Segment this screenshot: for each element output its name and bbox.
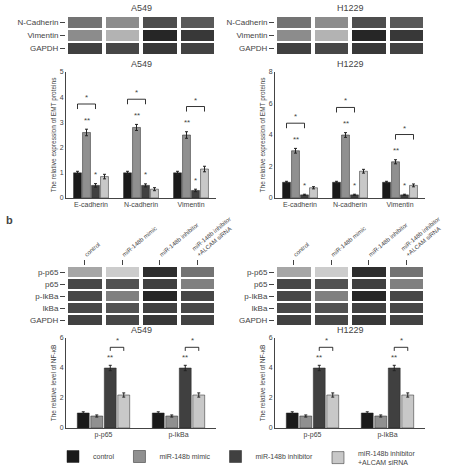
svg-text:*: * <box>344 96 347 105</box>
svg-text:0: 0 <box>269 194 273 201</box>
svg-text:*: * <box>94 170 97 179</box>
svg-text:**: ** <box>393 146 399 155</box>
svg-text:p-IkBa: p-IkBa <box>168 431 188 439</box>
svg-text:miR-148b inhibitor+ALCAM siRNA: miR-148b inhibitor+ALCAM siRNA <box>358 450 415 466</box>
svg-text:The relative expression of EMT: The relative expression of EMT proteins <box>50 77 58 193</box>
svg-text:**: ** <box>184 118 190 127</box>
svg-text:**: ** <box>316 353 322 362</box>
svg-text:2: 2 <box>60 144 64 151</box>
svg-text:miR-148b mimic: miR-148b mimic <box>330 225 367 257</box>
svg-text:*: * <box>303 181 306 190</box>
svg-text:p-p65: p-p65 <box>95 431 113 439</box>
svg-text:H1229: H1229 <box>337 3 364 13</box>
svg-text:6: 6 <box>269 100 273 107</box>
svg-text:p65: p65 <box>45 280 59 289</box>
svg-text:2: 2 <box>269 163 273 170</box>
svg-text:IkBa: IkBa <box>42 304 59 313</box>
svg-text:The relative level of NF-κB: The relative level of NF-κB <box>259 345 266 422</box>
svg-text:p-p65: p-p65 <box>38 268 59 277</box>
svg-text:control: control <box>292 241 310 257</box>
svg-text:6: 6 <box>60 334 64 341</box>
svg-text:b: b <box>6 214 13 226</box>
svg-text:miR-148b inhibitor+ALCAM siRNA: miR-148b inhibitor+ALCAM siRNA <box>400 216 446 258</box>
svg-text:miR-148b inhibitor+ALCAM siRNA: miR-148b inhibitor+ALCAM siRNA <box>191 216 237 258</box>
svg-text:0: 0 <box>60 194 64 201</box>
svg-text:**: ** <box>107 353 113 362</box>
svg-text:miR-148b inhibitor: miR-148b inhibitor <box>158 222 199 258</box>
svg-text:2: 2 <box>60 394 64 401</box>
svg-text:*: * <box>325 336 328 345</box>
svg-text:**: ** <box>391 353 397 362</box>
svg-text:**: ** <box>134 111 140 120</box>
svg-text:GAPDH: GAPDH <box>30 44 59 53</box>
svg-text:miR-148b mimic: miR-148b mimic <box>159 453 210 460</box>
svg-text:miR-148b inhibitor: miR-148b inhibitor <box>367 222 408 258</box>
svg-text:p65: p65 <box>254 280 268 289</box>
svg-text:N-cadherin: N-cadherin <box>333 201 367 208</box>
svg-text:*: * <box>194 176 197 185</box>
svg-text:0: 0 <box>269 424 273 431</box>
svg-text:8: 8 <box>269 68 273 75</box>
svg-text:H1229: H1229 <box>337 325 364 335</box>
svg-text:*: * <box>403 181 406 190</box>
svg-text:miR-148b mimic: miR-148b mimic <box>121 225 158 257</box>
svg-text:IkBa: IkBa <box>251 304 268 313</box>
svg-text:miR-148b inhibitor: miR-148b inhibitor <box>256 453 313 460</box>
svg-text:3: 3 <box>60 119 64 126</box>
svg-text:GAPDH: GAPDH <box>30 316 59 325</box>
svg-text:*: * <box>400 336 403 345</box>
svg-text:control: control <box>93 453 114 460</box>
svg-text:0: 0 <box>60 424 64 431</box>
svg-text:4: 4 <box>60 364 64 371</box>
svg-text:A549: A549 <box>131 59 152 69</box>
svg-text:2: 2 <box>269 394 273 401</box>
svg-text:Vimentin: Vimentin <box>386 201 413 208</box>
svg-text:N-cadherin: N-cadherin <box>124 201 158 208</box>
svg-text:A549: A549 <box>131 3 152 13</box>
svg-text:**: ** <box>84 116 90 125</box>
svg-text:Vimentin: Vimentin <box>27 31 58 40</box>
svg-text:**: ** <box>293 135 299 144</box>
svg-text:**: ** <box>182 353 188 362</box>
svg-text:The relative expression of EMT: The relative expression of EMT proteins <box>259 77 267 193</box>
svg-text:p-IkBa: p-IkBa <box>35 292 59 301</box>
svg-text:*: * <box>353 181 356 190</box>
svg-text:*: * <box>403 124 406 133</box>
svg-text:A549: A549 <box>131 325 152 335</box>
svg-text:4: 4 <box>269 364 273 371</box>
svg-text:6: 6 <box>269 334 273 341</box>
svg-text:GAPDH: GAPDH <box>239 316 268 325</box>
svg-text:p-IkBa: p-IkBa <box>244 292 268 301</box>
svg-text:p-p65: p-p65 <box>247 268 268 277</box>
svg-text:Vimentin: Vimentin <box>177 201 204 208</box>
svg-text:*: * <box>194 96 197 105</box>
svg-text:p-IkBa: p-IkBa <box>377 431 397 439</box>
svg-text:4: 4 <box>269 131 273 138</box>
svg-text:**: ** <box>343 119 349 128</box>
svg-text:*: * <box>85 93 88 102</box>
svg-text:4: 4 <box>60 94 64 101</box>
svg-text:*: * <box>294 112 297 121</box>
svg-text:5: 5 <box>60 68 64 75</box>
svg-text:Vimentin: Vimentin <box>236 31 267 40</box>
svg-text:1: 1 <box>60 169 64 176</box>
svg-text:*: * <box>191 336 194 345</box>
svg-text:p-p65: p-p65 <box>304 431 322 439</box>
svg-text:*: * <box>144 170 147 179</box>
svg-text:*: * <box>135 88 138 97</box>
svg-text:N-Cadherin: N-Cadherin <box>17 18 58 27</box>
svg-text:H1229: H1229 <box>337 59 364 69</box>
svg-text:N-Cadherin: N-Cadherin <box>226 18 267 27</box>
svg-text:E-cadherin: E-cadherin <box>283 201 317 208</box>
svg-text:control: control <box>83 241 101 257</box>
svg-text:GAPDH: GAPDH <box>239 44 268 53</box>
svg-text:The relative level of NF-κB: The relative level of NF-κB <box>50 345 57 422</box>
svg-text:E-cadherin: E-cadherin <box>74 201 108 208</box>
svg-text:*: * <box>116 336 119 345</box>
